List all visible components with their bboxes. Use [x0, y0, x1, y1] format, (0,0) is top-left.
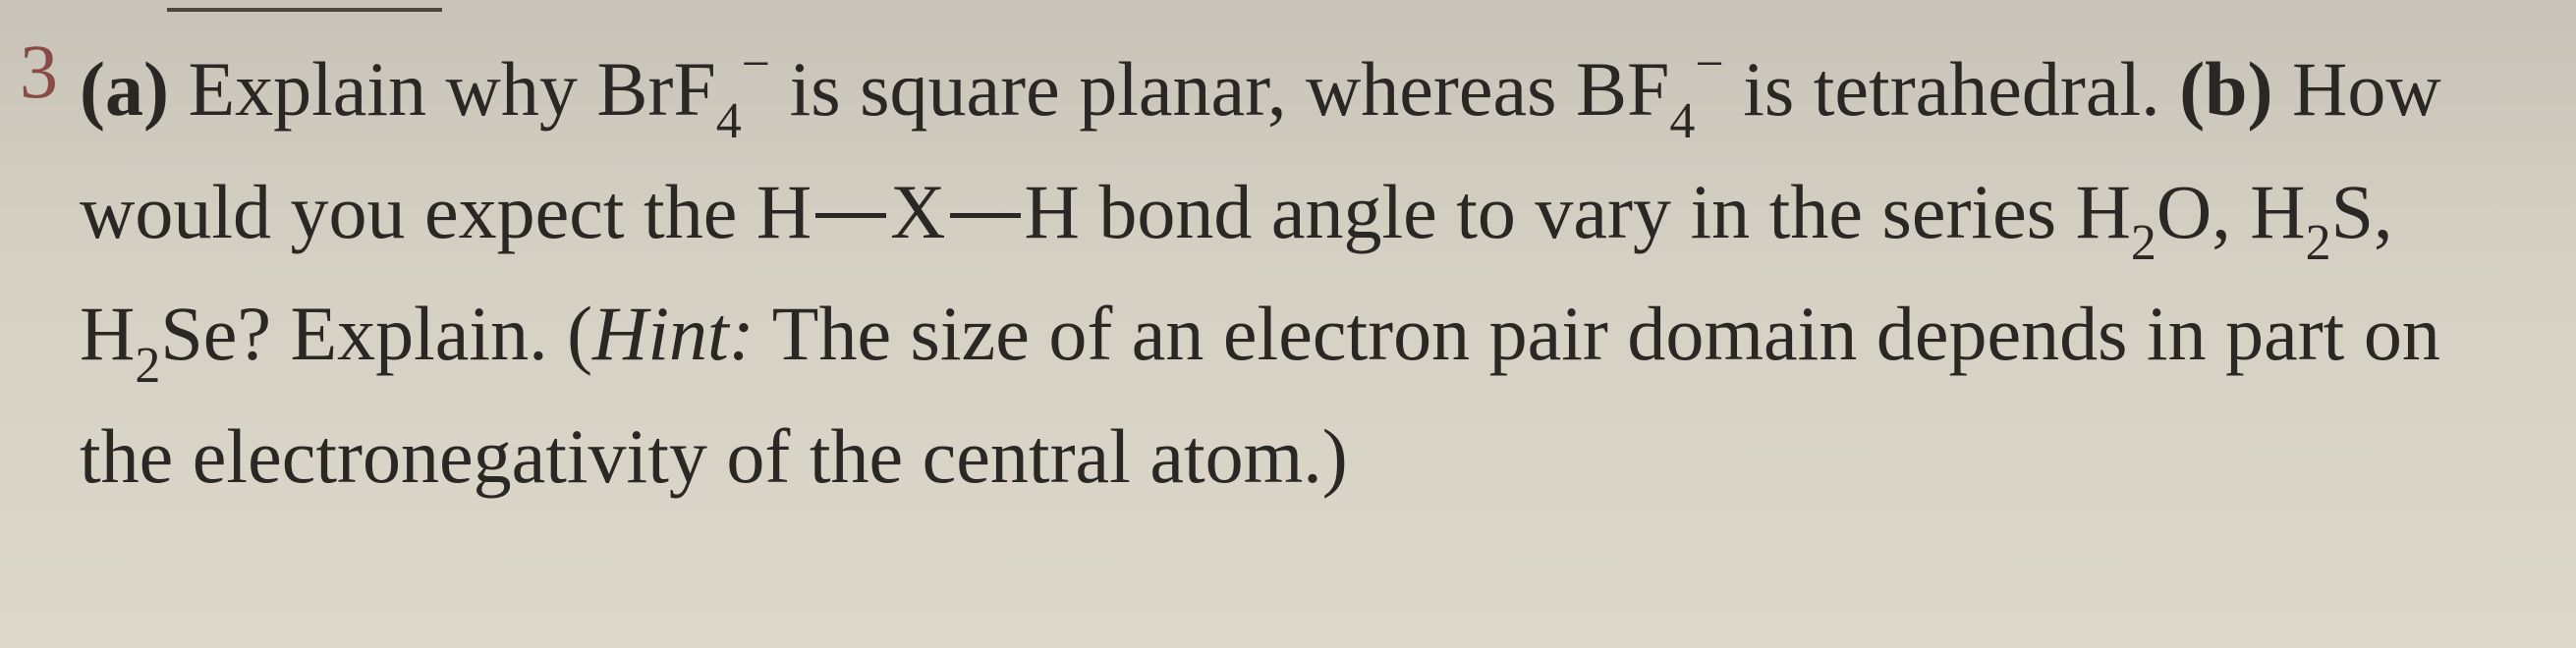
h2o-subscript: 2 — [2131, 215, 2156, 271]
x-atom: X — [890, 169, 945, 254]
brf4-subscript: 4 — [716, 93, 742, 149]
h2s-subscript: 2 — [2306, 215, 2331, 271]
part-b-label: (b) — [2179, 46, 2272, 132]
o-text: O, H — [2156, 169, 2306, 254]
problem-container: 3 (a) Explain why BrF4− is square planar… — [20, 31, 2537, 514]
problem-body: (a) Explain why BrF4− is square planar, … — [80, 31, 2537, 514]
se-text: Se? Explain. ( — [160, 291, 592, 376]
part-a-text-2: is square planar, whereas BF — [770, 46, 1669, 132]
brf4-charge: − — [742, 36, 770, 92]
bond-dash-1 — [815, 213, 886, 218]
bond-dash-2 — [950, 213, 1021, 218]
bf4-charge: − — [1695, 36, 1723, 92]
problem-number: 3 — [20, 31, 56, 112]
part-a-text-1: Explain why BrF — [169, 46, 716, 132]
part-a-text-3: is tetrahedral. — [1724, 46, 2179, 132]
top-rule-line — [167, 8, 442, 12]
hint-label: Hint: — [592, 291, 755, 376]
bf4-subscript: 4 — [1669, 93, 1695, 149]
h2se-subscript: 2 — [135, 338, 160, 394]
part-b-text-2: H bond angle to vary in the series H — [1025, 169, 2131, 254]
part-a-label: (a) — [80, 46, 169, 132]
